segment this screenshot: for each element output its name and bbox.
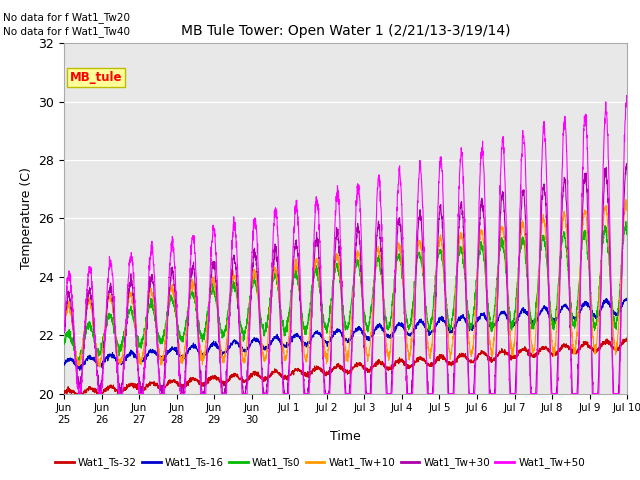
Title: MB Tule Tower: Open Water 1 (2/21/13-3/19/14): MB Tule Tower: Open Water 1 (2/21/13-3/1…: [181, 24, 510, 38]
Text: No data for f Wat1_Tw20: No data for f Wat1_Tw20: [3, 12, 130, 23]
Text: MB_tule: MB_tule: [70, 71, 122, 84]
Text: No data for f Wat1_Tw40: No data for f Wat1_Tw40: [3, 26, 130, 37]
Y-axis label: Temperature (C): Temperature (C): [20, 168, 33, 269]
X-axis label: Time: Time: [330, 431, 361, 444]
Legend: Wat1_Ts-32, Wat1_Ts-16, Wat1_Ts0, Wat1_Tw+10, Wat1_Tw+30, Wat1_Tw+50: Wat1_Ts-32, Wat1_Ts-16, Wat1_Ts0, Wat1_T…: [51, 453, 589, 472]
